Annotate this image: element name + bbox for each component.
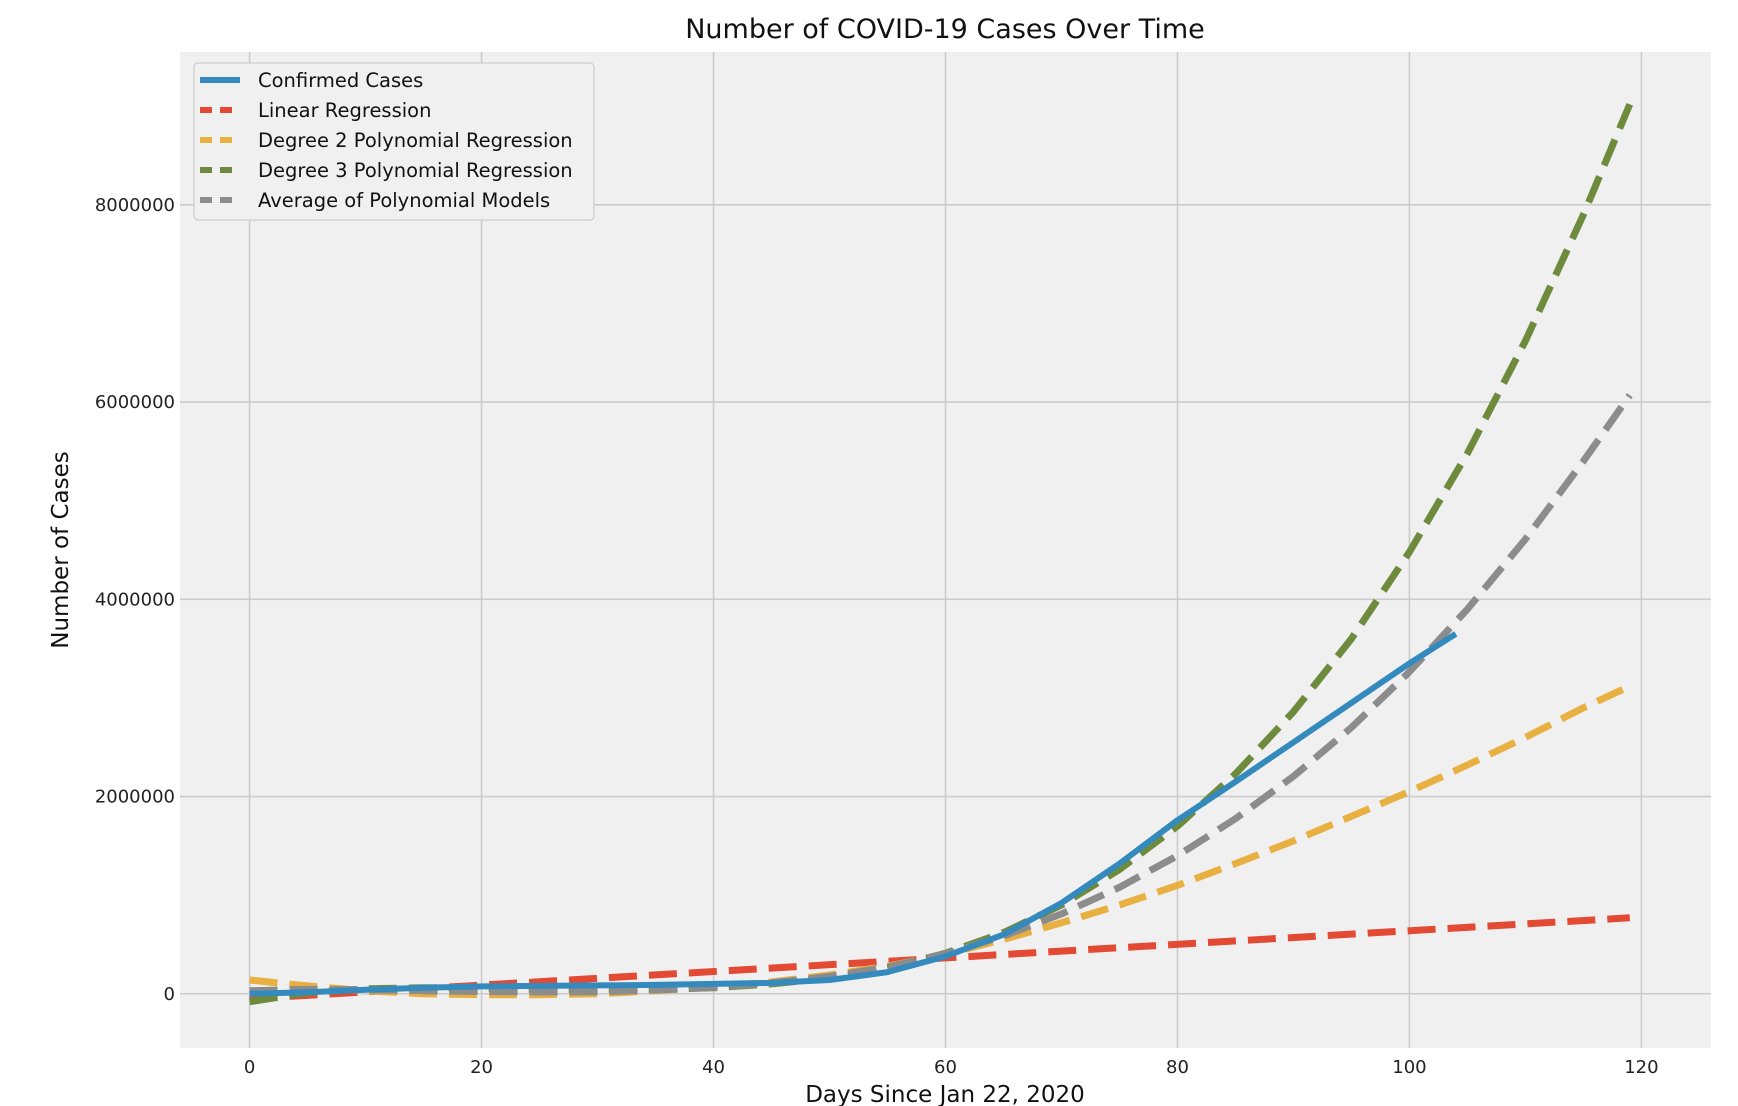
x-axis-label: Days Since Jan 22, 2020	[805, 1082, 1085, 1106]
y-tick-label: 4000000	[95, 589, 175, 610]
y-axis-label: Number of Cases	[48, 451, 74, 648]
chart-title: Number of COVID-19 Cases Over Time	[685, 14, 1205, 45]
x-tick-label: 20	[470, 1057, 493, 1078]
x-tick-label: 0	[244, 1057, 255, 1078]
y-tick-label: 2000000	[95, 787, 175, 808]
legend-label: Confirmed Cases	[258, 69, 423, 92]
x-tick-label: 120	[1624, 1057, 1658, 1078]
x-tick-label: 80	[1166, 1057, 1189, 1078]
legend-label: Degree 2 Polynomial Regression	[258, 129, 573, 152]
y-tick-label: 6000000	[95, 392, 175, 413]
y-tick-label: 8000000	[95, 195, 175, 216]
x-tick-label: 100	[1392, 1057, 1426, 1078]
legend: Confirmed Cases Linear Regression Degree 2…	[193, 62, 595, 221]
x-tick-label: 60	[934, 1057, 957, 1078]
x-tick-label: 40	[702, 1057, 725, 1078]
series-line-confirmed-cases	[249, 631, 1458, 997]
legend-label: Average of Polynomial Models	[258, 189, 550, 212]
legend-label: Degree 3 Polynomial Regression	[258, 159, 573, 182]
legend-label: Linear Regression	[258, 99, 431, 122]
y-tick-label: 0	[164, 984, 175, 1005]
tick-labels: 0 20 40 60 80 100 120 0 2000000 4000000 6000000 800…	[95, 195, 1659, 1078]
series-layer	[249, 102, 1634, 1006]
legend-box	[193, 62, 595, 221]
